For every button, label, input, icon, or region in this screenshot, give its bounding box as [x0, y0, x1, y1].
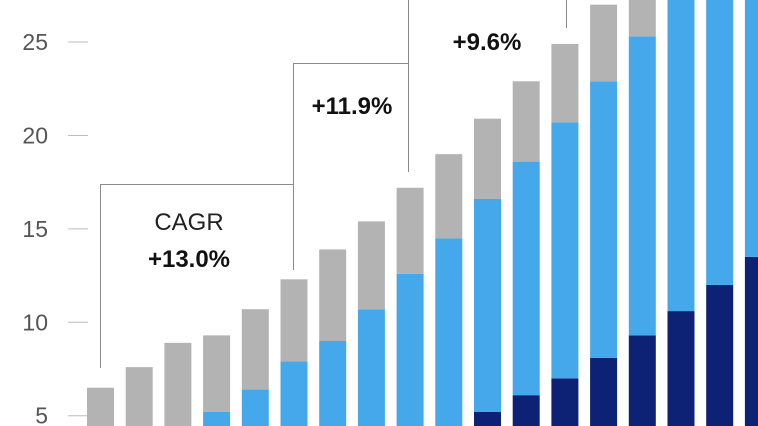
bar-segment-series-2: [203, 411, 231, 426]
bar-segment-series-2: [396, 273, 424, 426]
bar-segment-series-3: [125, 367, 153, 426]
bars: [87, 0, 758, 426]
cagr-bracket-line: [100, 184, 294, 368]
y-tick-label: 20: [22, 122, 48, 148]
y-tick-label: 5: [35, 403, 48, 426]
cagr-value-2: +11.9%: [312, 93, 393, 120]
bar-segment-series-2: [628, 36, 656, 336]
bar-segment-series-1: [706, 284, 734, 426]
y-tick-label: 15: [22, 216, 48, 242]
bar-segment-series-3: [357, 221, 385, 310]
bar-segment-series-2: [474, 198, 501, 412]
bar-segment-series-3: [164, 342, 192, 426]
bar-segment-series-1: [744, 256, 758, 426]
bar-segment-series-3: [203, 335, 231, 412]
bar-segment-series-2: [280, 361, 308, 426]
bar-segment-series-3: [628, 0, 656, 37]
bar-segment-series-3: [319, 249, 347, 341]
cagr-value-1: +13.0%: [148, 246, 230, 273]
cagr-bracket-line: [293, 63, 409, 185]
bar-segment-series-2: [551, 122, 579, 379]
bar-segment-series-3: [590, 4, 618, 82]
cagr-annotations: CAGR +13.0% +11.9% +9.6%: [148, 29, 521, 273]
bar-segment-series-1: [590, 357, 618, 426]
bar-segment-series-3: [280, 279, 308, 362]
bar-segment-series-2: [319, 340, 347, 426]
cagr-label-1: CAGR: [154, 209, 223, 236]
bar-segment-series-1: [512, 395, 540, 426]
y-tick-label: 25: [22, 29, 48, 55]
bar-segment-series-2: [706, 0, 734, 285]
bar-segment-series-1: [474, 411, 501, 426]
bar-segment-series-2: [512, 161, 540, 396]
bar-segment-series-3: [396, 187, 424, 274]
bar-segment-series-2: [435, 238, 463, 426]
bar-segment-series-3: [435, 154, 463, 239]
cagr-brackets: [100, 0, 567, 368]
y-axis: 5 10 15 20 25: [22, 29, 88, 426]
bar-segment-series-3: [87, 387, 114, 426]
bar-segment-series-3: [474, 118, 501, 199]
bar-segment-series-2: [667, 0, 695, 312]
bar-segment-series-3: [241, 309, 269, 390]
bar-segment-series-3: [551, 43, 579, 123]
bar-segment-series-2: [357, 309, 385, 426]
bar-segment-series-1: [551, 378, 579, 426]
bar-segment-series-1: [667, 311, 695, 426]
bar-segment-series-2: [744, 0, 758, 257]
bar-segment-series-3: [512, 81, 540, 162]
bar-segment-series-2: [241, 389, 269, 426]
bar-segment-series-2: [590, 81, 618, 358]
cagr-value-3: +9.6%: [453, 29, 522, 56]
y-tick-label: 10: [22, 309, 48, 335]
bar-segment-series-1: [628, 335, 656, 426]
